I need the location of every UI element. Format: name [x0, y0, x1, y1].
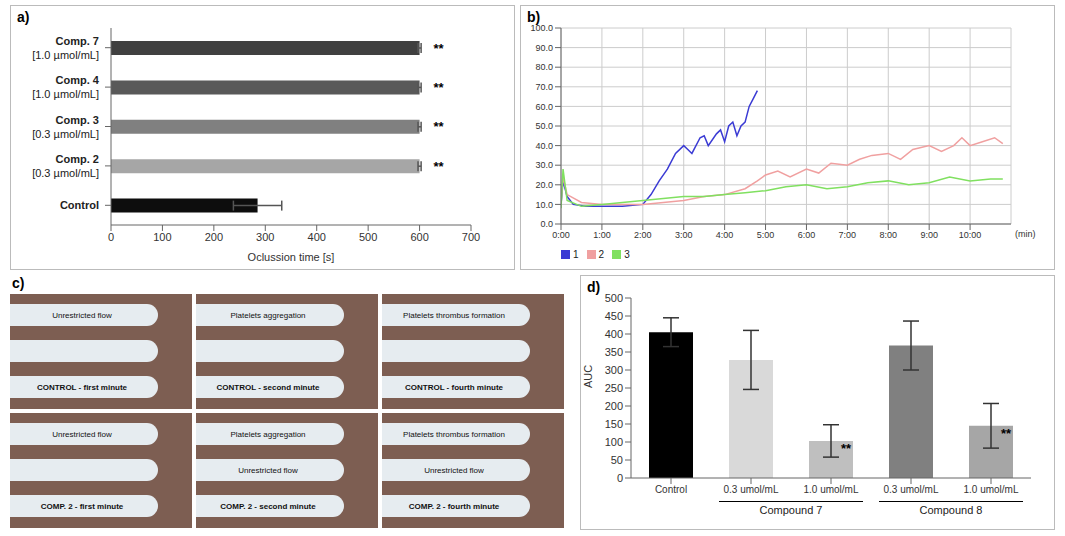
svg-text:1:00: 1:00 [593, 230, 611, 240]
svg-text:0:00: 0:00 [552, 230, 570, 240]
svg-text:5:00: 5:00 [757, 230, 775, 240]
svg-text:3:00: 3:00 [675, 230, 693, 240]
svg-text:Unrestricted flow: Unrestricted flow [424, 466, 484, 475]
svg-text:70.0: 70.0 [535, 82, 553, 92]
svg-text:90.0: 90.0 [535, 43, 553, 53]
svg-text:COMP. 2 - first minute: COMP. 2 - first minute [41, 502, 124, 511]
svg-text:**: ** [434, 41, 445, 56]
svg-text:Platelets thrombus formation: Platelets thrombus formation [403, 311, 505, 320]
svg-text:100: 100 [605, 436, 623, 448]
svg-text:8:00: 8:00 [880, 230, 898, 240]
svg-text:500: 500 [359, 231, 377, 243]
svg-text:250: 250 [605, 382, 623, 394]
svg-text:Control: Control [655, 484, 687, 495]
svg-text:200: 200 [205, 231, 223, 243]
svg-text:400: 400 [605, 328, 623, 340]
svg-text:450: 450 [605, 310, 623, 322]
svg-text:0: 0 [108, 231, 114, 243]
svg-text:20.0: 20.0 [535, 180, 553, 190]
html-text:a): a) [17, 9, 30, 25]
svg-text:**: ** [841, 441, 852, 456]
svg-text:2:00: 2:00 [634, 230, 652, 240]
svg-text:80.0: 80.0 [535, 62, 553, 72]
svg-text:Control: Control [60, 199, 99, 211]
svg-text:0.0: 0.0 [540, 219, 553, 229]
svg-text:50.0: 50.0 [535, 121, 553, 131]
svg-text:Unrestricted flow: Unrestricted flow [52, 311, 112, 320]
html-text:Compound 7: Compound 7 [759, 504, 823, 516]
svg-text:CONTROL - fourth minute: CONTROL - fourth minute [405, 383, 504, 392]
svg-text:300: 300 [605, 364, 623, 376]
svg-text:60.0: 60.0 [535, 102, 553, 112]
svg-text:**: ** [434, 80, 445, 95]
svg-text:700: 700 [462, 231, 480, 243]
svg-text:40.0: 40.0 [535, 141, 553, 151]
svg-text:9:00: 9:00 [920, 230, 938, 240]
svg-text:COMP. 2 - fourth minute: COMP. 2 - fourth minute [409, 502, 500, 511]
svg-text:4:00: 4:00 [716, 230, 734, 240]
html-text:1: 1 [573, 249, 579, 260]
svg-text:300: 300 [256, 231, 274, 243]
svg-text:0.3 umol/mL: 0.3 umol/mL [883, 484, 938, 495]
svg-text:0.3 umol/mL: 0.3 umol/mL [723, 484, 778, 495]
html-text:b): b) [527, 9, 541, 25]
html-text:Compound 8: Compound 8 [919, 504, 983, 516]
svg-text:30.0: 30.0 [535, 160, 553, 170]
svg-text:Platelets thrombus formation: Platelets thrombus formation [403, 430, 505, 439]
svg-text:Comp. 7[1.0 µmol/mL]: Comp. 7[1.0 µmol/mL] [32, 35, 99, 61]
svg-text:350: 350 [605, 346, 623, 358]
svg-text:**: ** [434, 159, 445, 174]
svg-text:CONTROL - second minute: CONTROL - second minute [217, 383, 321, 392]
html-text:c): c) [12, 275, 25, 291]
html-text:d): d) [587, 279, 601, 295]
svg-text:0: 0 [617, 472, 623, 484]
svg-text:6:00: 6:00 [798, 230, 816, 240]
svg-text:COMP. 2 - second minute: COMP. 2 - second minute [220, 502, 316, 511]
svg-text:AUC: AUC [582, 365, 594, 388]
svg-text:Platelets aggregation: Platelets aggregation [230, 311, 305, 320]
svg-text:100: 100 [153, 231, 171, 243]
svg-text:400: 400 [308, 231, 326, 243]
svg-text:Platelets aggregation: Platelets aggregation [230, 430, 305, 439]
svg-text:Comp. 2[0.3 µmol/mL]: Comp. 2[0.3 µmol/mL] [32, 153, 99, 179]
svg-text:10.0: 10.0 [535, 200, 553, 210]
svg-text:CONTROL - first minute: CONTROL - first minute [37, 383, 128, 392]
svg-text:Oclussion time [s]: Oclussion time [s] [248, 251, 335, 263]
svg-text:1.0 umol/mL: 1.0 umol/mL [963, 484, 1018, 495]
svg-text:Comp. 3[0.3 µmol/mL]: Comp. 3[0.3 µmol/mL] [32, 114, 99, 140]
html-text:(min): (min) [1015, 229, 1036, 239]
svg-text:50: 50 [611, 454, 623, 466]
svg-text:**: ** [434, 119, 445, 134]
svg-text:600: 600 [410, 231, 428, 243]
svg-text:7:00: 7:00 [839, 230, 857, 240]
svg-text:Comp. 4[1.0 µmol/mL]: Comp. 4[1.0 µmol/mL] [32, 74, 100, 100]
svg-text:150: 150 [605, 418, 623, 430]
svg-text:200: 200 [605, 400, 623, 412]
svg-text:Unrestricted flow: Unrestricted flow [52, 430, 112, 439]
svg-text:1.0 umol/mL: 1.0 umol/mL [803, 484, 858, 495]
html-text:2: 2 [598, 249, 605, 260]
svg-text:10:00: 10:00 [959, 230, 982, 240]
svg-text:500: 500 [605, 292, 623, 304]
svg-text:100.0: 100.0 [530, 23, 553, 33]
html-text:3: 3 [624, 249, 630, 260]
svg-text:**: ** [1001, 426, 1012, 441]
svg-text:Unrestricted flow: Unrestricted flow [238, 466, 298, 475]
